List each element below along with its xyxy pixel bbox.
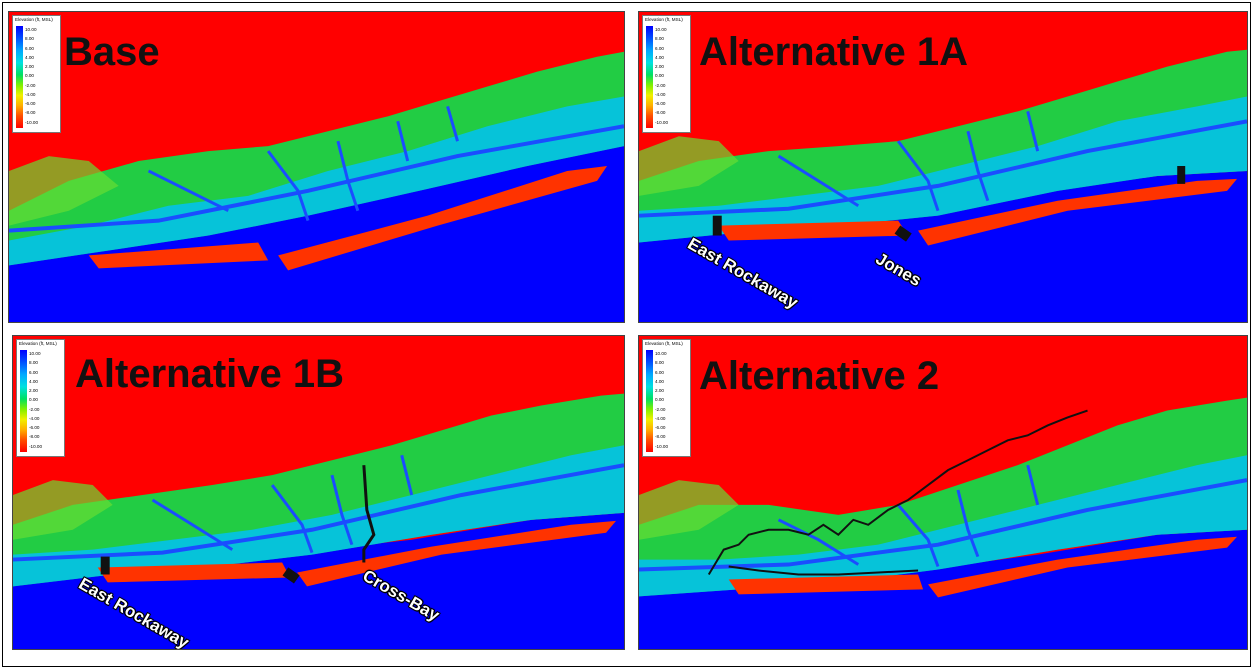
legend-tick: 10.00	[29, 351, 41, 356]
panel-title: Alternative 1B	[75, 352, 344, 396]
legend-tick: 0.00	[25, 73, 34, 79]
legend-tick: -2.00	[655, 82, 666, 88]
legend-tick: 8.00	[655, 36, 664, 42]
legend-tick: 4.00	[655, 54, 664, 60]
panel-title: Alternative 2	[699, 354, 940, 398]
legend-tick: -4.00	[25, 91, 36, 97]
legend-color-ramp	[646, 350, 653, 452]
legend-tick: -6.00	[655, 425, 666, 431]
legend-tick: -6.00	[29, 425, 40, 431]
elevation-legend: Elevation (ft, MSL) 10.00 8.00 6.00 4.00…	[16, 339, 65, 457]
legend-tick: 10.00	[25, 27, 37, 32]
legend-tick: 0.00	[29, 397, 38, 403]
legend-tick: -10.00	[655, 443, 669, 449]
legend-tick: -8.00	[655, 434, 666, 440]
elevation-map-alt1b	[13, 336, 624, 649]
legend-tick: -6.00	[655, 101, 666, 107]
legend-tick: -10.00	[25, 119, 39, 125]
legend-tick: -4.00	[655, 91, 666, 97]
legend-tick: 6.00	[655, 45, 664, 51]
panel-title: Alternative 1A	[699, 30, 968, 74]
elevation-map-base	[9, 12, 624, 322]
legend-tick: -2.00	[29, 406, 40, 412]
elevation-legend: Elevation (ft, MSL) 10.00 8.00 6.00 4.00…	[642, 15, 691, 133]
legend-tick: -8.00	[25, 110, 36, 116]
legend-tick: 4.00	[655, 378, 664, 384]
legend-tick: 8.00	[29, 360, 38, 366]
legend-title: Elevation (ft, MSL)	[15, 17, 53, 22]
map-panel-base: Elevation (ft, MSL) 10.00 8.00 6.00 4.00…	[8, 11, 625, 323]
legend-tick: 4.00	[29, 378, 38, 384]
legend-tick: -8.00	[655, 110, 666, 116]
legend-tick: 6.00	[29, 369, 38, 375]
legend-tick: 6.00	[655, 369, 664, 375]
legend-tick: 8.00	[25, 36, 34, 42]
legend-tick: -6.00	[25, 101, 36, 107]
map-panel-alternative-1b: Elevation (ft, MSL) 10.00 8.00 6.00 4.00…	[12, 335, 625, 650]
legend-tick: 10.00	[655, 351, 667, 356]
legend-tick: 8.00	[655, 360, 664, 366]
legend-tick: 6.00	[25, 45, 34, 51]
legend-tick: 0.00	[655, 397, 664, 403]
legend-title: Elevation (ft, MSL)	[645, 341, 683, 346]
legend-tick: 2.00	[655, 388, 664, 394]
legend-tick: -10.00	[29, 443, 43, 449]
legend-tick: -8.00	[29, 434, 40, 440]
elevation-map-alt2	[639, 336, 1247, 649]
legend-color-ramp	[646, 26, 653, 128]
legend-tick: -2.00	[655, 406, 666, 412]
legend-tick: 2.00	[25, 64, 34, 70]
legend-color-ramp	[16, 26, 23, 128]
legend-title: Elevation (ft, MSL)	[19, 341, 57, 346]
legend-tick: -4.00	[655, 415, 666, 421]
legend-tick: 0.00	[655, 73, 664, 79]
elevation-map-alt1a	[639, 12, 1247, 322]
elevation-legend: Elevation (ft, MSL) 10.00 8.00 6.00 4.00…	[12, 15, 61, 133]
legend-tick: 2.00	[29, 388, 38, 394]
legend-tick: -2.00	[25, 82, 36, 88]
legend-tick: 4.00	[25, 54, 34, 60]
legend-tick: -10.00	[655, 119, 669, 125]
legend-title: Elevation (ft, MSL)	[645, 17, 683, 22]
elevation-legend: Elevation (ft, MSL) 10.00 8.00 6.00 4.00…	[642, 339, 691, 457]
map-panel-alternative-1a: Elevation (ft, MSL) 10.00 8.00 6.00 4.00…	[638, 11, 1248, 323]
legend-tick: 2.00	[655, 64, 664, 70]
legend-tick: 10.00	[655, 27, 667, 32]
legend-color-ramp	[20, 350, 27, 452]
panel-title: Base	[64, 30, 160, 74]
map-panel-alternative-2: Elevation (ft, MSL) 10.00 8.00 6.00 4.00…	[638, 335, 1248, 650]
legend-tick: -4.00	[29, 415, 40, 421]
